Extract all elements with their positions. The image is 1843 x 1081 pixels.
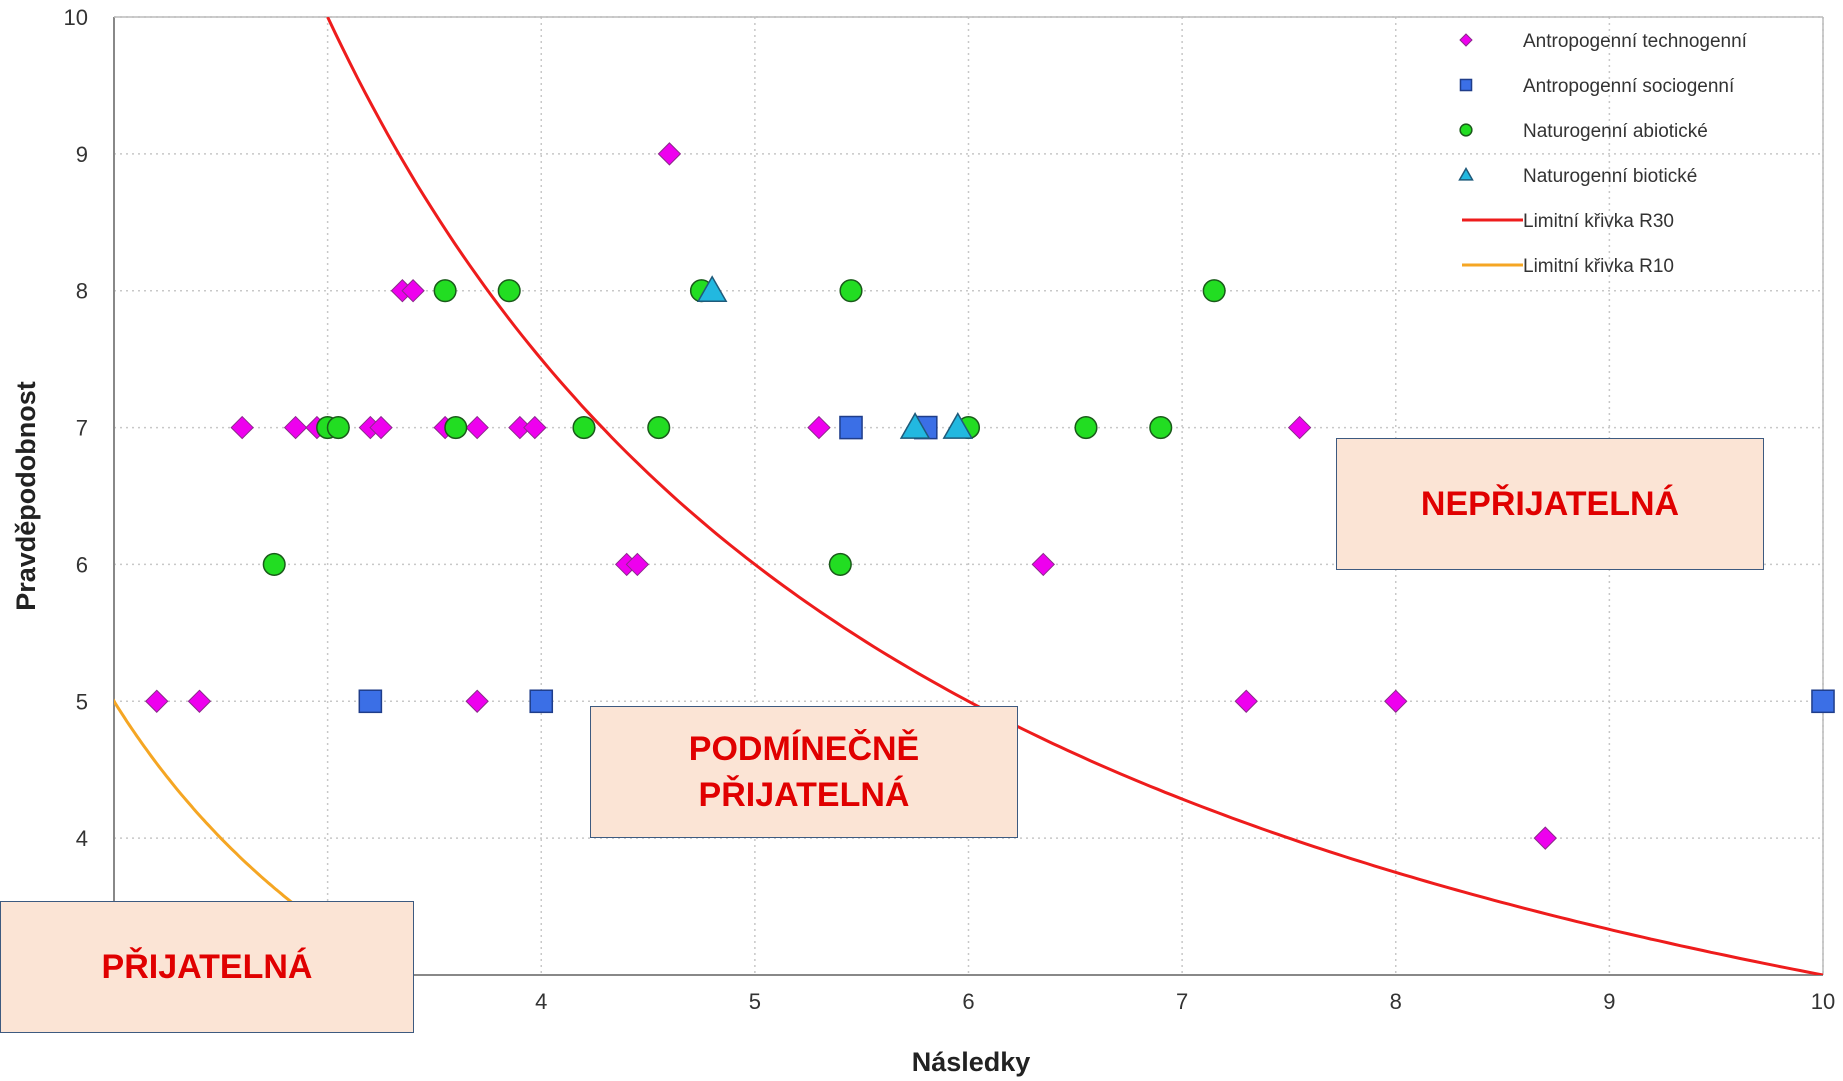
data-point (433, 279, 457, 303)
data-point (187, 689, 212, 713)
limit-curve (114, 698, 399, 975)
y-tick-label: 8 (76, 279, 88, 304)
data-point (523, 415, 547, 440)
x-tick-label: 8 (1390, 989, 1402, 1014)
data-point (1287, 415, 1312, 440)
data-point (839, 415, 863, 440)
x-tick-labels: 345678910 (322, 989, 1836, 1014)
y-tick-label: 5 (76, 689, 88, 714)
zone-acceptable-label: PŘIJATELNÁ (101, 948, 313, 986)
data-point (1074, 416, 1098, 440)
x-tick-label: 5 (749, 989, 761, 1014)
data-point (465, 415, 489, 440)
data-point (1384, 689, 1408, 713)
zone-conditional-label-line2: PŘIJATELNÁ (698, 776, 910, 814)
data-points (145, 142, 1835, 850)
data-point (1811, 689, 1835, 714)
data-point (1149, 416, 1173, 440)
zone-unacceptable: NEPŘIJATELNÁ (1336, 438, 1764, 570)
data-point (625, 552, 650, 577)
legend-label: Naturogenní abiotické (1523, 121, 1708, 142)
data-point (369, 415, 393, 440)
data-point (1533, 826, 1557, 850)
y-tick-labels: 4 5 6 7 8 9 10 (64, 5, 88, 851)
data-point (326, 416, 350, 440)
data-point (230, 415, 254, 440)
legend-marker (1459, 33, 1473, 47)
zone-conditional-label-line1: PODMÍNEČNĚ (688, 730, 920, 768)
data-point (262, 552, 286, 576)
legend-label: Antropogenní sociogenní (1523, 76, 1735, 97)
legend-label: Naturogenní biotické (1523, 166, 1697, 187)
y-axis-title: Pravděpodobnost (11, 381, 41, 611)
legend-label: Limitní křivka R30 (1523, 211, 1674, 232)
legend: Antropogenní technogenní Antropogenní soc… (1458, 31, 1748, 277)
data-point (401, 279, 425, 303)
data-point (657, 142, 682, 166)
legend-marker (1458, 166, 1474, 181)
zone-acceptable: PŘIJATELNÁ (0, 901, 414, 1033)
y-tick-label: 4 (76, 826, 88, 851)
legend-marker (1459, 123, 1473, 137)
data-point (696, 275, 728, 302)
data-point (1031, 552, 1055, 577)
data-point (647, 416, 671, 440)
x-tick-label: 9 (1603, 989, 1615, 1014)
y-tick-label: 10 (64, 5, 88, 30)
data-point (358, 689, 383, 714)
data-point (807, 415, 831, 440)
data-point (497, 279, 521, 303)
zone-conditional: PODMÍNEČNĚ PŘIJATELNÁ (590, 706, 1018, 838)
x-tick-label: 7 (1176, 989, 1188, 1014)
zone-unacceptable-label: NEPŘIJATELNÁ (1420, 485, 1680, 523)
data-point (572, 416, 596, 440)
data-point (529, 689, 554, 714)
legend-label: Limitní křivka R10 (1523, 256, 1674, 277)
data-point (1202, 279, 1226, 303)
y-tick-label: 9 (76, 142, 88, 167)
limit-curve (326, 17, 1823, 975)
data-point (839, 279, 863, 303)
data-point (942, 412, 974, 439)
x-tick-label: 10 (1811, 989, 1835, 1014)
x-tick-label: 4 (535, 989, 547, 1014)
x-tick-label: 6 (962, 989, 974, 1014)
data-point (1234, 689, 1258, 713)
data-point (828, 552, 852, 576)
x-axis-title: Následky (912, 1047, 1031, 1077)
data-point (283, 415, 308, 440)
y-tick-label: 6 (76, 552, 88, 577)
data-point (145, 689, 169, 713)
data-point (444, 416, 468, 440)
y-tick-label: 7 (76, 416, 88, 441)
legend-label: Antropogenní technogenní (1523, 31, 1748, 52)
legend-marker (1459, 78, 1473, 92)
data-point (899, 412, 931, 439)
data-point (465, 689, 489, 713)
